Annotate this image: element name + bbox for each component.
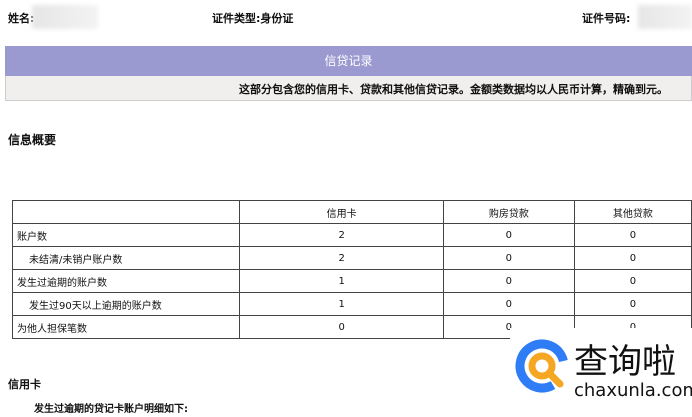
table-row: 未结清/未销户账户数 2 0 0: [11, 246, 692, 270]
table-header: 信用卡 购房贷款 其他贷款: [11, 200, 692, 224]
row-label: 为他人担保笔数: [11, 315, 241, 339]
row-value: 1: [239, 292, 444, 316]
row-label: 发生过逾期的账户数: [11, 269, 241, 293]
header-cell: 购房贷款: [442, 200, 575, 224]
id-number-label: 证件号码:: [582, 12, 631, 25]
magnifier-logo-icon: [515, 339, 569, 393]
id-number-redacted: [638, 5, 692, 29]
id-type-label: 证件类型:身份证: [212, 12, 294, 25]
credit-card-title: 信用卡: [8, 378, 41, 391]
row-label: 发生过90天以上逾期的账户数: [11, 292, 241, 316]
name-value-redacted: [32, 5, 98, 29]
row-value: 0: [573, 246, 692, 270]
row-value: 1: [239, 269, 444, 293]
header-cell: 信用卡: [239, 200, 444, 224]
row-value: 0: [573, 223, 692, 247]
row-value: 0: [442, 246, 575, 270]
row-value: 0: [442, 292, 575, 316]
table-row: 账户数 2 0 0: [11, 223, 692, 247]
table-row: 发生过逾期的账户数 1 0 0: [11, 269, 692, 293]
row-value: 0: [442, 269, 575, 293]
header-cell: 其他贷款: [573, 200, 692, 224]
credit-card-subtitle: 发生过逾期的贷记卡账户明细如下:: [34, 404, 188, 415]
summary-title: 信息概要: [8, 133, 57, 147]
banner-description: 这部分包含您的信用卡、贷款和其他信贷记录。金额类数据均以人民币计算，精确到元。: [5, 76, 692, 101]
name-label: 姓名:: [8, 12, 35, 25]
credit-record-banner: 信贷记录: [5, 46, 692, 76]
table-row: 发生过90天以上逾期的账户数 1 0 0: [11, 292, 692, 316]
row-value: 0: [573, 269, 692, 293]
summary-table: 信用卡 购房贷款 其他贷款 账户数 2 0 0 未结清/未销户账户数 2 0 0 发生过逾期的账…: [11, 200, 692, 339]
watermark-text: 查询啦: [574, 342, 676, 382]
row-value: 2: [239, 246, 444, 270]
row-value: 0: [442, 223, 575, 247]
row-value: 0: [239, 315, 444, 339]
row-label: 账户数: [11, 223, 241, 247]
watermark-url: chaxunla.com: [574, 380, 692, 401]
row-label: 未结清/未销户账户数: [11, 246, 241, 270]
header-cell: [11, 200, 241, 224]
watermark-logo: 查询啦 chaxunla.com: [510, 328, 692, 417]
row-value: 2: [239, 223, 444, 247]
row-value: 0: [573, 292, 692, 316]
